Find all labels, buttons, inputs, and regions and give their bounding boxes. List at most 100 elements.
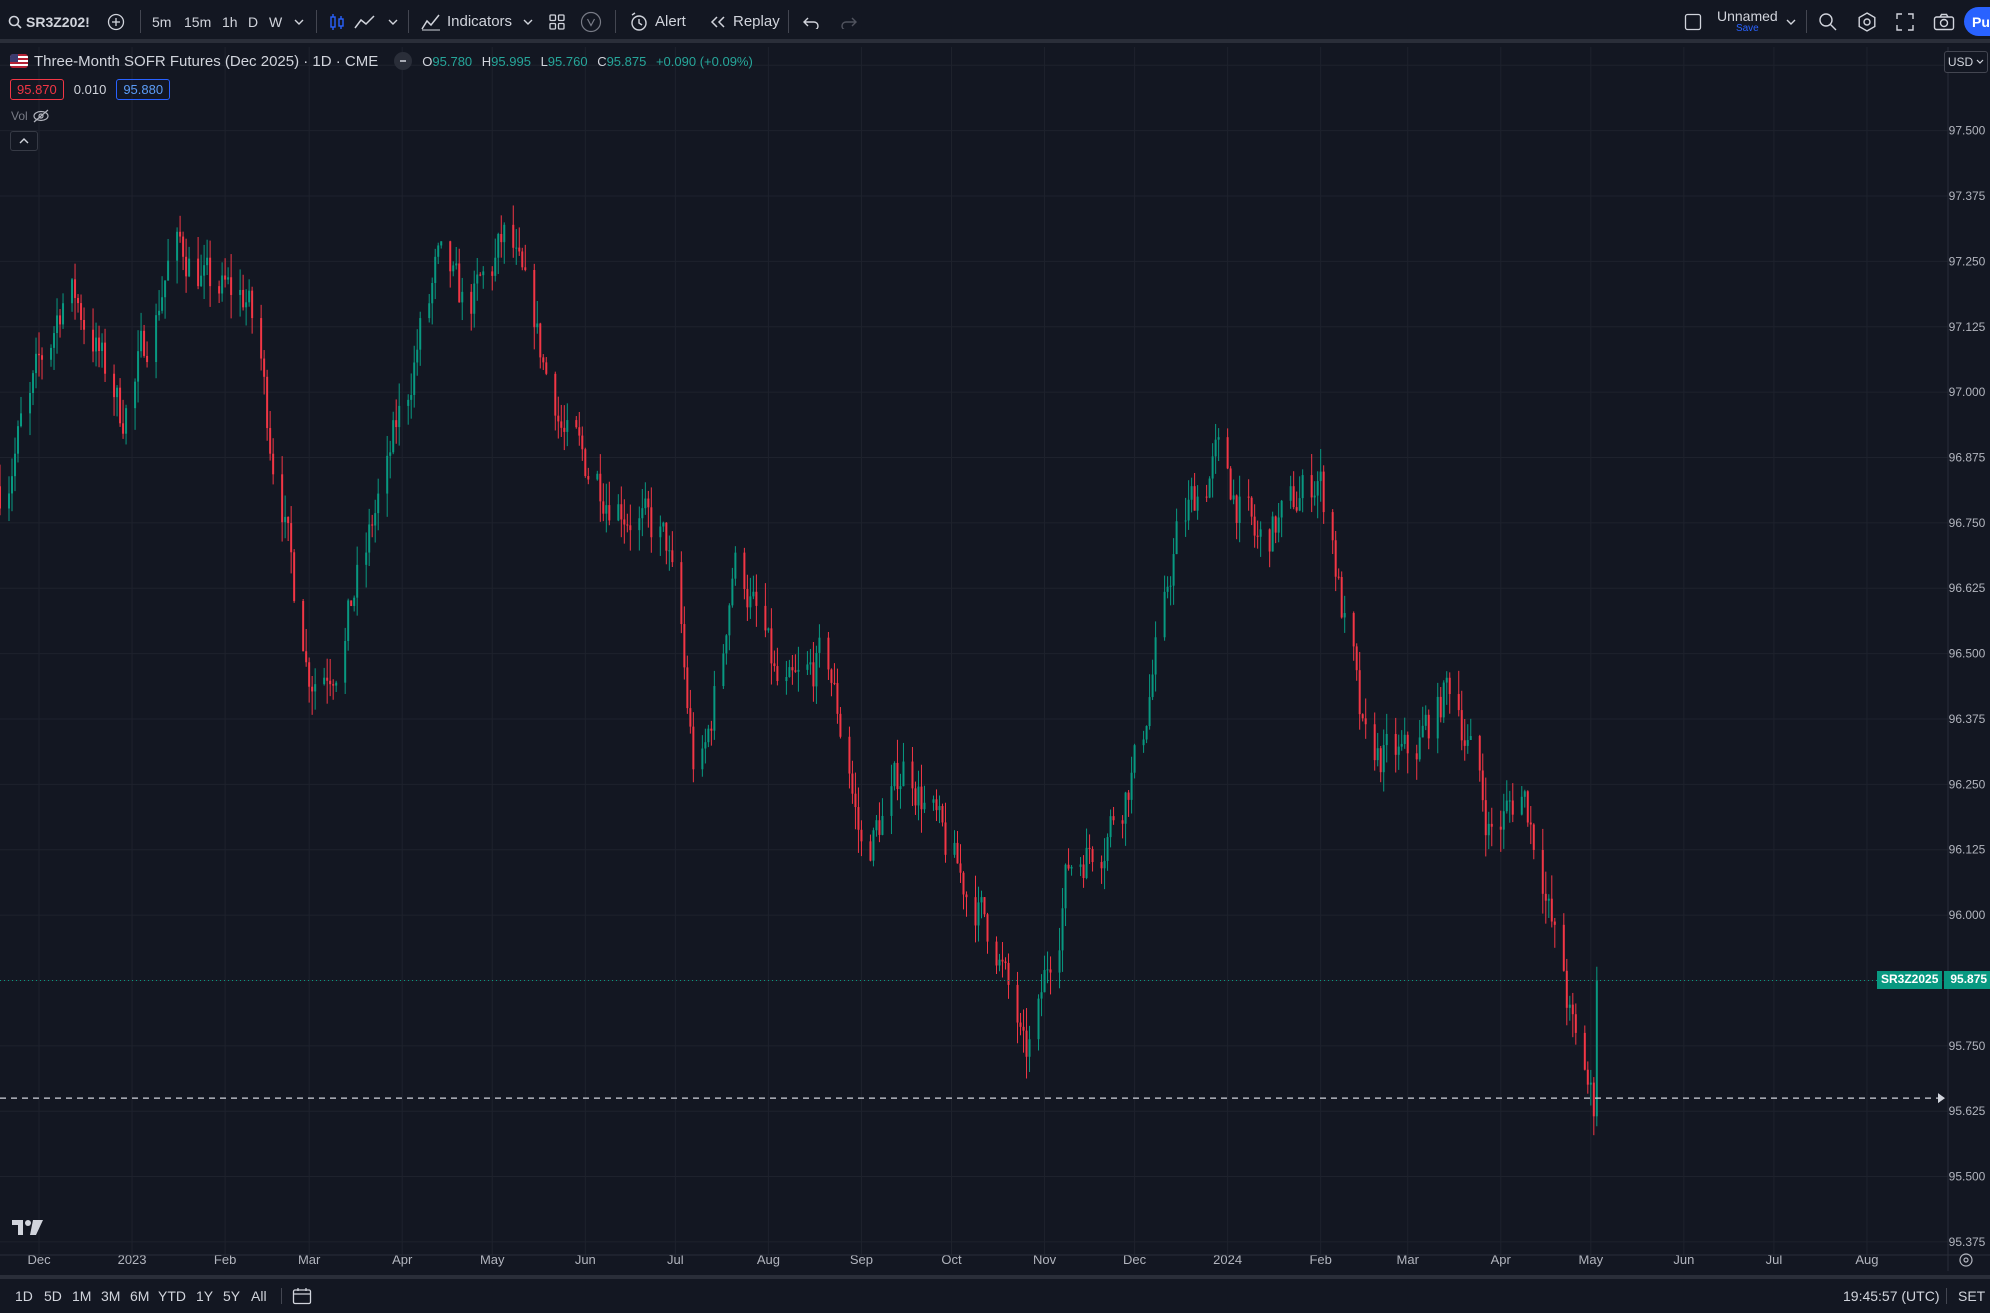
price-tick-label: 97.500 [1949, 124, 1986, 138]
layout-dropdown[interactable] [1786, 0, 1796, 43]
symbol-search[interactable]: SR3Z202! [8, 0, 90, 43]
grid-lines [0, 47, 1990, 1271]
redo-button[interactable] [840, 0, 858, 43]
candle [92, 308, 95, 363]
candle [1040, 974, 1043, 1017]
goto-date-button[interactable] [292, 1279, 312, 1313]
redo-icon [841, 17, 857, 29]
tradingview-logo[interactable] [12, 1216, 44, 1242]
range-ytd[interactable]: YTD [158, 1288, 186, 1304]
sell-price-button[interactable]: 95.870 [10, 79, 64, 100]
price-tick-label: 97.000 [1949, 385, 1986, 399]
session-button[interactable]: SET [1958, 1288, 1986, 1304]
interval-5m[interactable]: 5m [152, 13, 172, 30]
candle [395, 399, 398, 444]
range-3m[interactable]: 3M [101, 1288, 121, 1304]
range-1m[interactable]: 1M [72, 1288, 92, 1304]
layout-checkbox[interactable] [1684, 0, 1702, 43]
candle [344, 627, 347, 694]
bid-ask-box: 95.870 0.010 95.880 [10, 79, 171, 100]
candle [407, 394, 410, 425]
indicators-button[interactable]: Indicators [421, 0, 512, 43]
candle [815, 645, 818, 704]
candle [503, 222, 506, 264]
candle [749, 577, 752, 619]
range-6m[interactable]: 6M [130, 1288, 150, 1304]
chart-type-dropdown[interactable] [388, 0, 398, 43]
alert-button[interactable]: Alert [629, 0, 686, 43]
range-all[interactable]: All [251, 1288, 267, 1304]
publish-button[interactable]: Pu [1964, 7, 1990, 36]
candle [1589, 1069, 1592, 1106]
pine-button[interactable] [580, 0, 602, 43]
candle [1337, 568, 1340, 580]
candle [353, 595, 356, 612]
chevron-down-icon [1786, 19, 1796, 25]
fullscreen-button[interactable] [1896, 0, 1914, 43]
interval-1h[interactable]: 1h [222, 13, 238, 30]
candle [1487, 811, 1490, 850]
range-1d[interactable]: 1D [15, 1288, 33, 1304]
clock[interactable]: 19:45:57 (UTC) [1843, 1288, 1940, 1304]
rewind-icon [710, 15, 725, 28]
price-chart[interactable]: 97.62597.50097.37597.25097.12597.00096.8… [0, 47, 1990, 1271]
candle [1214, 423, 1217, 474]
candle [1025, 1008, 1028, 1079]
candle [1280, 499, 1283, 538]
range-1y[interactable]: 1Y [196, 1288, 214, 1304]
candle [1571, 992, 1574, 1038]
symbol-text: SR3Z202! [26, 13, 90, 30]
candle [476, 257, 479, 301]
candle [176, 227, 179, 284]
candle [437, 242, 440, 265]
top-toolbar: SR3Z202! 5m 15m 1h D W Indicators Alert … [0, 0, 1990, 43]
candle [1478, 734, 1481, 782]
candle [56, 298, 59, 354]
compare-button[interactable] [107, 0, 125, 43]
indicators-dropdown[interactable] [523, 0, 533, 43]
range-5y[interactable]: 5Y [223, 1288, 241, 1304]
candle [752, 575, 755, 600]
axis-settings-icon[interactable] [1959, 1253, 1973, 1267]
layout-name-button[interactable]: Unnamed Save [1717, 0, 1778, 43]
undo-button[interactable] [802, 0, 820, 43]
chevron-down-icon [523, 19, 533, 25]
candle [893, 761, 896, 791]
range-5d[interactable]: 5D [44, 1288, 62, 1304]
candle [116, 385, 119, 417]
interval-dropdown[interactable] [294, 0, 304, 43]
legend-menu-button[interactable] [394, 52, 413, 70]
currency-selector[interactable]: USD [1944, 51, 1988, 73]
candle [392, 411, 395, 455]
interval-d[interactable]: D [248, 13, 259, 30]
buy-price-button[interactable]: 95.880 [116, 79, 171, 100]
line-tools-button[interactable] [354, 0, 376, 43]
candle [1361, 713, 1364, 722]
candle [1145, 725, 1148, 744]
candle [242, 274, 245, 311]
collapse-legend-button[interactable] [10, 131, 38, 151]
candle [770, 608, 773, 685]
candle [161, 276, 164, 314]
eye-off-icon[interactable] [32, 109, 50, 123]
interval-w[interactable]: W [269, 13, 283, 30]
candle [1226, 428, 1229, 470]
chevron-up-icon [19, 138, 29, 144]
time-axis[interactable]: Dec 2023 Feb Mar Apr May Jun Jul Aug Sep Oct Nov Dec… [0, 1252, 1990, 1267]
calendar-icon [292, 1288, 312, 1305]
candle [1235, 494, 1238, 540]
settings-button[interactable] [1857, 0, 1877, 43]
chart-type-button[interactable] [328, 0, 346, 43]
candle [1112, 806, 1115, 825]
snapshot-button[interactable] [1933, 0, 1955, 43]
chart-pane[interactable]: 97.62597.50097.37597.25097.12597.00096.8… [0, 47, 1990, 1271]
templates-button[interactable] [548, 0, 566, 43]
candle [134, 378, 137, 430]
replay-button[interactable]: Replay [709, 0, 780, 43]
interval-15m[interactable]: 15m [184, 13, 212, 30]
candle [1103, 838, 1106, 890]
candle [179, 215, 182, 243]
candle [974, 875, 977, 943]
candle [50, 344, 53, 367]
quick-search-button[interactable] [1818, 0, 1838, 43]
